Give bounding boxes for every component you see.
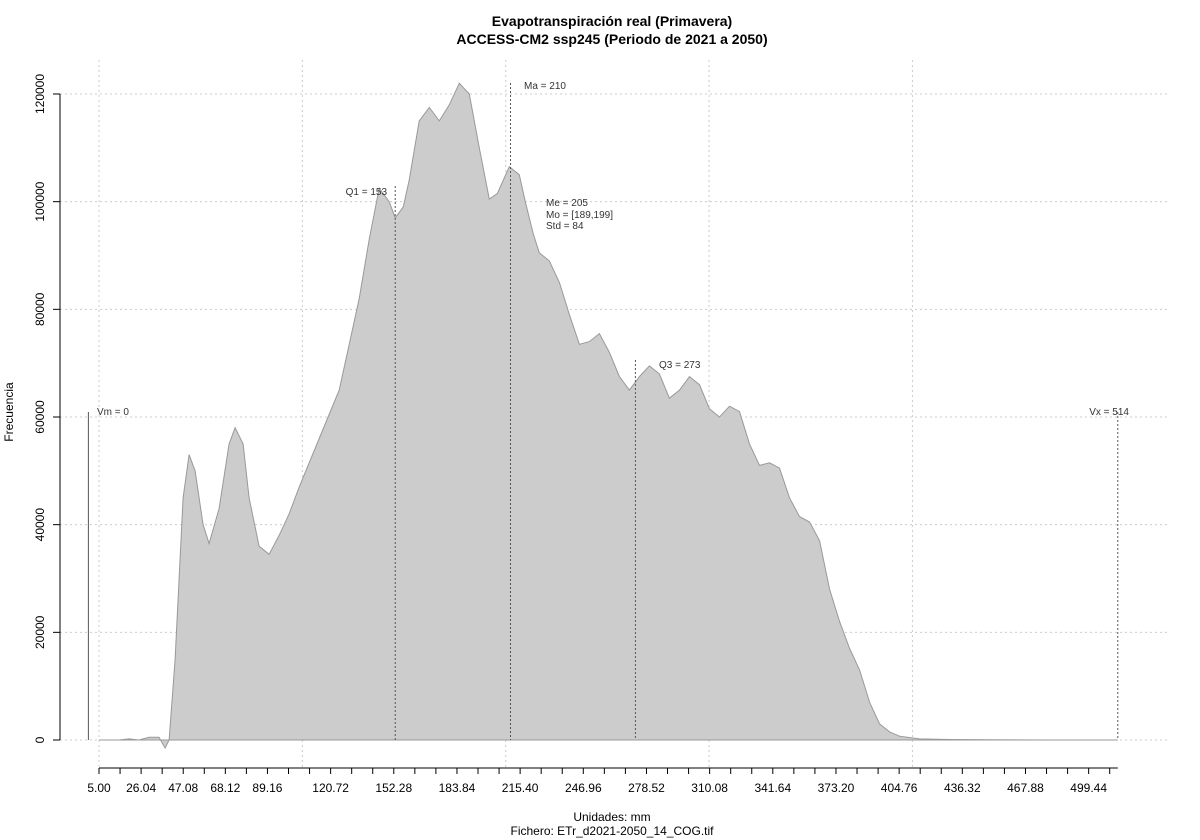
annotation-label: Ma = 210 (524, 81, 566, 92)
reference-lines (87, 83, 1119, 740)
axes: 5.00 26.04 47.08 68.12 89.16 120.72 152.28 183.… (33, 74, 1118, 795)
x-tick-label: 310.08 (691, 781, 728, 795)
annotation-label: Me = 205 (546, 198, 588, 209)
x-tick-label: 341.64 (754, 781, 791, 795)
x-tick-label: 499.44 (1070, 781, 1107, 795)
x-tick-label: 436.32 (944, 781, 981, 795)
y-tick-label: 20000 (33, 615, 47, 649)
y-axis-label: Frecuencia (2, 382, 16, 442)
annotation-label: Mo = [189,199] (546, 210, 613, 221)
y-tick-label: 60000 (33, 400, 47, 434)
x-tick-label: 47.08 (168, 781, 198, 795)
plot-area (99, 82, 1118, 750)
x-tick-label: 5.00 (87, 781, 111, 795)
x-tick-label: 26.04 (126, 781, 156, 795)
x-axis-label: Unidades: mm (573, 810, 650, 824)
annotation-label: Vx = 514 (1089, 407, 1129, 418)
x-tick-label: 89.16 (252, 781, 282, 795)
x-tick-label: 246.96 (565, 781, 602, 795)
annotation-label: Std = 84 (546, 221, 584, 232)
y-tick-label: 100000 (33, 181, 47, 221)
file-caption: Fichero: ETr_d2021-2050_14_COG.tif (511, 824, 715, 838)
x-tick-label: 373.20 (818, 781, 855, 795)
annotation-label: Q3 = 273 (659, 360, 701, 371)
x-tick-label: 467.88 (1007, 781, 1044, 795)
chart-subtitle: ACCESS-CM2 ssp245 (Periodo de 2021 a 205… (456, 31, 767, 47)
x-tick-label: 404.76 (881, 781, 918, 795)
x-tick-label: 215.40 (502, 781, 539, 795)
y-tick-label: 0 (33, 736, 47, 743)
y-tick-label: 80000 (33, 292, 47, 326)
x-tick-label: 183.84 (439, 781, 476, 795)
x-tick-label: 120.72 (312, 781, 349, 795)
x-tick-label: 68.12 (210, 781, 240, 795)
chart-title: Evapotranspiración real (Primavera) (492, 13, 732, 29)
density-area (99, 82, 1118, 750)
x-tick-label: 152.28 (375, 781, 412, 795)
annotation-label: Q1 = 153 (346, 187, 388, 198)
y-tick-label: 120000 (33, 74, 47, 114)
y-tick-label: 40000 (33, 508, 47, 542)
annotation-label: Vm = 0 (97, 407, 129, 418)
x-tick-label: 278.52 (628, 781, 665, 795)
